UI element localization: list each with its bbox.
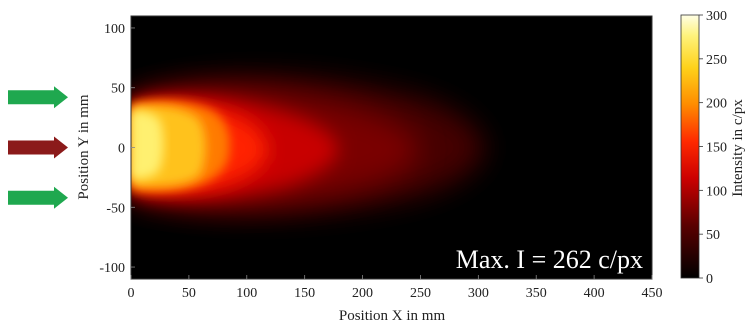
x-tick-label: 0 [128,286,135,301]
x-tick-label: 50 [182,286,196,301]
colorbar-ticks: 0 50 100 150 200 250 300 [699,9,727,287]
inlet-arrows [8,86,68,209]
x-tick-label: 300 [468,286,489,301]
y-tick-label: 0 [118,142,125,157]
y-tick-label: -50 [106,201,125,216]
colorbar-label: Intensity in c/px [730,99,746,197]
x-axis-ticks: 0 50 100 150 200 250 300 350 400 450 [128,275,663,301]
colorbar-tick-label: 250 [706,53,727,68]
y-tick-label: 50 [111,82,125,97]
intensity-plume [131,76,485,215]
colorbar-tick-label: 150 [706,141,727,156]
x-tick-label: 350 [526,286,547,301]
x-tick-label: 250 [410,286,431,301]
x-tick-label: 150 [294,286,315,301]
y-axis-ticks: -100 -50 0 50 100 [99,22,135,276]
inlet-arrow [8,86,68,109]
colorbar-tick-label: 0 [706,272,713,287]
colorbar [680,14,700,279]
colorbar-tick-label: 50 [706,228,720,243]
max-intensity-annotation: Max. I = 262 c/px [456,245,643,274]
plume-core [131,111,164,179]
x-tick-label: 450 [642,286,663,301]
x-tick-label: 200 [352,286,373,301]
x-axis-label: Position X in mm [339,308,446,324]
y-tick-label: -100 [99,261,125,276]
colorbar-tick-label: 300 [706,9,727,24]
y-axis-label: Position Y in mm [76,94,92,199]
colorbar-tick-label: 100 [706,184,727,199]
inlet-arrow [8,186,68,209]
inlet-arrow [8,136,68,159]
colorbar-tick-label: 200 [706,97,727,112]
x-tick-label: 100 [236,286,257,301]
y-tick-label: 100 [104,22,125,37]
x-tick-label: 400 [584,286,605,301]
